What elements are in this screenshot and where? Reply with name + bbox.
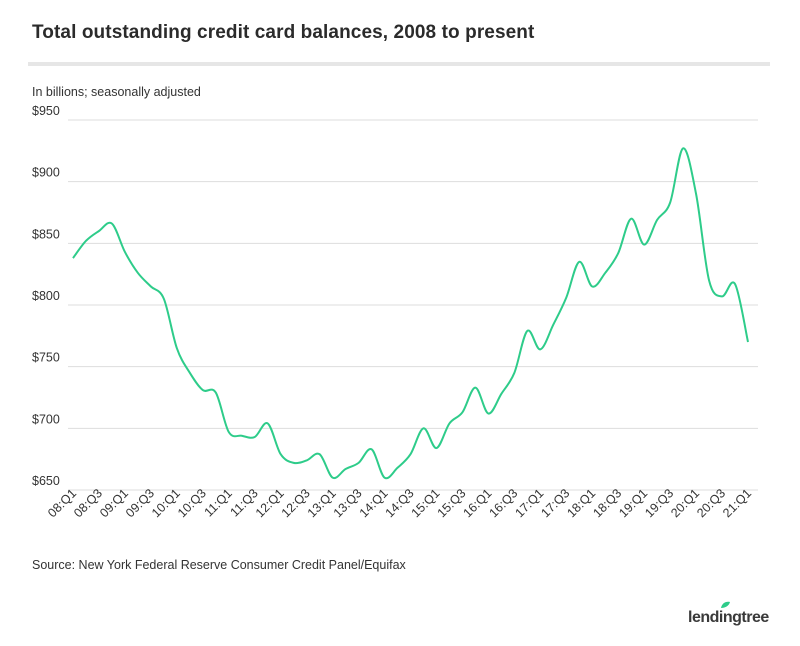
y-tick-label: $900: [32, 166, 60, 180]
x-tick-label: 20:Q3: [694, 486, 728, 520]
lendingtree-logo: lendingtree: [688, 609, 769, 626]
x-tick-label: 11:Q1: [202, 486, 235, 519]
y-tick-label: $750: [32, 351, 60, 365]
leaf-icon: [721, 601, 730, 608]
x-tick-label: 17:Q1: [512, 486, 546, 520]
x-tick-label: 12:Q1: [253, 486, 287, 520]
source-note: Source: New York Federal Reserve Consume…: [32, 558, 406, 572]
x-tick-label: 20:Q1: [668, 486, 702, 520]
x-tick-label: 09:Q1: [97, 486, 131, 520]
x-tick-label: 18:Q1: [564, 486, 598, 520]
x-tick-label: 16:Q3: [486, 486, 520, 520]
y-tick-label: $700: [32, 412, 60, 426]
gridlines: [68, 119, 758, 491]
x-tick-label: 13:Q1: [305, 486, 339, 520]
y-tick-label: $800: [32, 289, 60, 303]
x-tick-label: 12:Q3: [279, 486, 313, 520]
series-group: [72, 147, 749, 480]
x-tick-label: 15:Q1: [409, 486, 443, 520]
x-tick-label: 08:Q3: [71, 486, 105, 520]
x-tick-label: 21:Q1: [720, 486, 754, 520]
x-axis-ticks: 08:Q108:Q309:Q109:Q310:Q110:Q311:Q111:Q3…: [45, 486, 754, 520]
y-tick-label: $850: [32, 227, 60, 241]
x-tick-label: 16:Q1: [461, 486, 495, 520]
x-tick-label: 09:Q3: [123, 486, 157, 520]
chart-title: Total outstanding credit card balances, …: [32, 22, 535, 43]
x-tick-label: 08:Q1: [45, 486, 79, 520]
title-divider: [28, 62, 770, 66]
x-tick-label: 15:Q3: [435, 486, 469, 520]
y-axis-ticks: $950 $900 $850 $800 $750 $700 $650: [32, 104, 60, 488]
x-tick-label: 19:Q3: [642, 486, 676, 520]
chart-subtitle: In billions; seasonally adjusted: [32, 85, 201, 99]
x-tick-label: 10:Q1: [149, 486, 183, 520]
x-tick-label: 10:Q3: [175, 486, 209, 520]
x-tick-label: 17:Q3: [538, 486, 572, 520]
x-tick-label: 19:Q1: [616, 486, 650, 520]
y-tick-label: $950: [32, 104, 60, 118]
y-tick-label: $650: [32, 474, 60, 488]
x-tick-label: 14:Q3: [383, 486, 417, 520]
x-tick-label: 14:Q1: [357, 486, 391, 520]
x-tick-label: 13:Q3: [331, 486, 365, 520]
x-tick-label: 18:Q3: [590, 486, 624, 520]
series-line-credit-card-balances: [72, 147, 749, 480]
